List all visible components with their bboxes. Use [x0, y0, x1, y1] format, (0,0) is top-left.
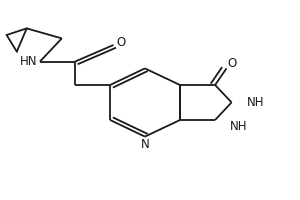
Text: O: O: [116, 36, 125, 49]
Text: N: N: [140, 138, 149, 151]
Text: O: O: [228, 57, 237, 70]
Text: HN: HN: [20, 55, 37, 68]
Text: NH: NH: [247, 96, 264, 109]
Text: NH: NH: [230, 119, 247, 132]
